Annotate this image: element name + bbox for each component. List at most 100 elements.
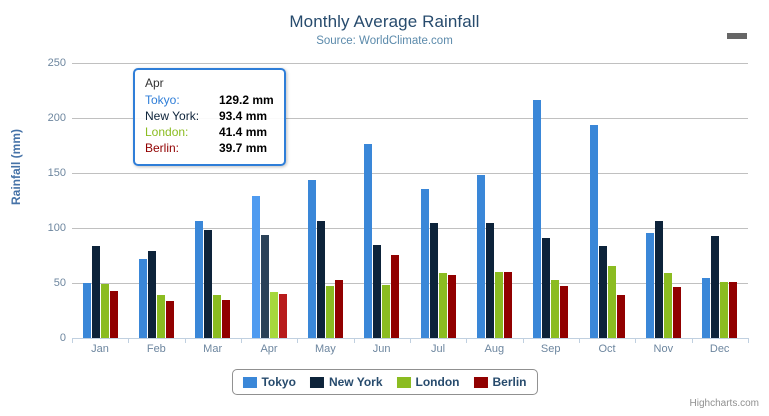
tooltip-row: Berlin: 39.7 mm — [145, 140, 274, 156]
bar-london-jul[interactable] — [438, 273, 447, 338]
y-axis-title: Rainfall (mm) — [9, 129, 23, 206]
bar-london-feb[interactable] — [156, 295, 165, 338]
tooltip-series-value: 129.2 mm — [219, 93, 274, 107]
bar-tokyo-oct[interactable] — [589, 124, 598, 338]
y-axis-tick-label: 200 — [47, 112, 66, 124]
x-axis-tick-label-apr: Apr — [260, 343, 278, 355]
x-axis-tick — [748, 338, 749, 343]
bar-new-york-jan[interactable] — [91, 246, 100, 338]
legend-label: Berlin — [492, 375, 527, 389]
tooltip-row: Tokyo: 129.2 mm — [145, 92, 274, 108]
bar-new-york-apr[interactable] — [260, 235, 269, 338]
bar-group[interactable] — [466, 63, 522, 338]
bar-tokyo-dec[interactable] — [702, 278, 711, 338]
bar-berlin-aug[interactable] — [503, 271, 512, 338]
y-axis-tick-label: 100 — [47, 222, 66, 234]
x-axis-tick — [635, 338, 637, 343]
bar-new-york-jun[interactable] — [373, 245, 382, 338]
bar-new-york-aug[interactable] — [485, 223, 494, 338]
bar-group[interactable] — [128, 63, 184, 338]
bar-berlin-nov[interactable] — [672, 286, 681, 338]
bar-tokyo-aug[interactable] — [476, 174, 485, 338]
bar-berlin-jul[interactable] — [447, 274, 456, 338]
bar-new-york-dec[interactable] — [711, 236, 720, 338]
legend-label: Tokyo — [261, 375, 296, 389]
bar-berlin-sep[interactable] — [560, 285, 569, 338]
tooltip-row: New York: 93.4 mm — [145, 108, 274, 124]
legend-item-new-york[interactable]: New York — [309, 375, 383, 389]
bar-new-york-jul[interactable] — [429, 222, 438, 338]
legend-item-berlin[interactable]: Berlin — [473, 375, 527, 389]
tooltip-series-value: 41.4 mm — [219, 125, 268, 139]
bar-london-oct[interactable] — [607, 266, 616, 338]
gridline — [72, 173, 748, 174]
bar-group[interactable] — [635, 63, 691, 338]
bar-group[interactable] — [354, 63, 410, 338]
bar-berlin-may[interactable] — [334, 280, 343, 338]
legend-label: London — [415, 375, 460, 389]
gridline — [72, 283, 748, 284]
chart-tooltip: Apr Tokyo: 129.2 mm New York: 93.4 mm London… — [133, 68, 286, 166]
bar-tokyo-may[interactable] — [307, 179, 316, 338]
bar-tokyo-jan[interactable] — [82, 283, 91, 338]
x-axis-tick-label-dec: Dec — [709, 343, 730, 355]
bar-tokyo-jul[interactable] — [420, 188, 429, 338]
gridline — [72, 118, 748, 119]
legend-item-london[interactable]: London — [396, 375, 460, 389]
bar-tokyo-nov[interactable] — [645, 232, 654, 338]
bar-london-may[interactable] — [325, 286, 334, 338]
bar-berlin-dec[interactable] — [729, 281, 738, 338]
bar-tokyo-apr[interactable] — [251, 195, 260, 338]
bar-berlin-jun[interactable] — [391, 254, 400, 338]
bar-london-mar[interactable] — [213, 294, 222, 338]
tooltip-series-name: Berlin: — [145, 141, 180, 155]
bar-tokyo-mar[interactable] — [195, 220, 204, 338]
tooltip-series-name: Tokyo: — [145, 93, 180, 107]
legend-item-tokyo[interactable]: Tokyo — [242, 375, 296, 389]
bar-group[interactable] — [241, 63, 297, 338]
bar-new-york-nov[interactable] — [654, 220, 663, 338]
tooltip-category: Apr — [145, 76, 164, 90]
bar-new-york-sep[interactable] — [542, 237, 551, 338]
bar-new-york-oct[interactable] — [598, 246, 607, 338]
bar-new-york-mar[interactable] — [204, 229, 213, 338]
bar-group[interactable] — [523, 63, 579, 338]
x-axis-tick — [522, 338, 524, 343]
bar-london-jan[interactable] — [100, 284, 109, 338]
y-axis-labels: 0 50 100 150 200 250 — [22, 0, 66, 416]
bar-group[interactable] — [410, 63, 466, 338]
x-axis-tick-label-nov: Nov — [653, 343, 674, 355]
bar-london-aug[interactable] — [494, 272, 503, 338]
bar-london-apr[interactable] — [269, 292, 278, 338]
credits-link[interactable]: Highcharts.com — [689, 398, 759, 409]
bar-london-nov[interactable] — [663, 272, 672, 338]
bar-group[interactable] — [579, 63, 635, 338]
bar-berlin-feb[interactable] — [165, 301, 174, 338]
x-axis-labels: Jan Feb Mar Apr May Jun Jul Aug Sep Oct Nov Dec — [72, 343, 748, 363]
bar-london-dec[interactable] — [720, 281, 729, 338]
bar-group[interactable] — [692, 63, 748, 338]
x-axis-tick — [184, 338, 186, 343]
y-axis-tick-label: 250 — [47, 57, 66, 69]
bar-berlin-apr[interactable] — [278, 294, 287, 338]
x-axis-tick — [72, 338, 73, 343]
bar-berlin-oct[interactable] — [616, 295, 625, 338]
bar-new-york-may[interactable] — [316, 221, 325, 338]
x-axis-tick-label-jan: Jan — [91, 343, 109, 355]
bar-berlin-mar[interactable] — [222, 300, 231, 338]
bar-group[interactable] — [185, 63, 241, 338]
bar-tokyo-jun[interactable] — [364, 144, 373, 338]
x-axis-tick-label-sep: Sep — [540, 343, 561, 355]
bar-new-york-feb[interactable] — [147, 251, 156, 338]
bar-berlin-jan[interactable] — [109, 291, 118, 338]
bar-group[interactable] — [297, 63, 353, 338]
bar-tokyo-sep[interactable] — [533, 99, 542, 338]
bar-tokyo-feb[interactable] — [138, 259, 147, 338]
bar-london-sep[interactable] — [551, 280, 560, 338]
tooltip-row: London: 41.4 mm — [145, 124, 274, 140]
hamburger-menu-icon[interactable] — [725, 17, 751, 39]
x-axis-tick — [466, 338, 468, 343]
tooltip-series-value: 93.4 mm — [219, 109, 268, 123]
bar-london-jun[interactable] — [382, 284, 391, 338]
bar-group[interactable] — [72, 63, 128, 338]
